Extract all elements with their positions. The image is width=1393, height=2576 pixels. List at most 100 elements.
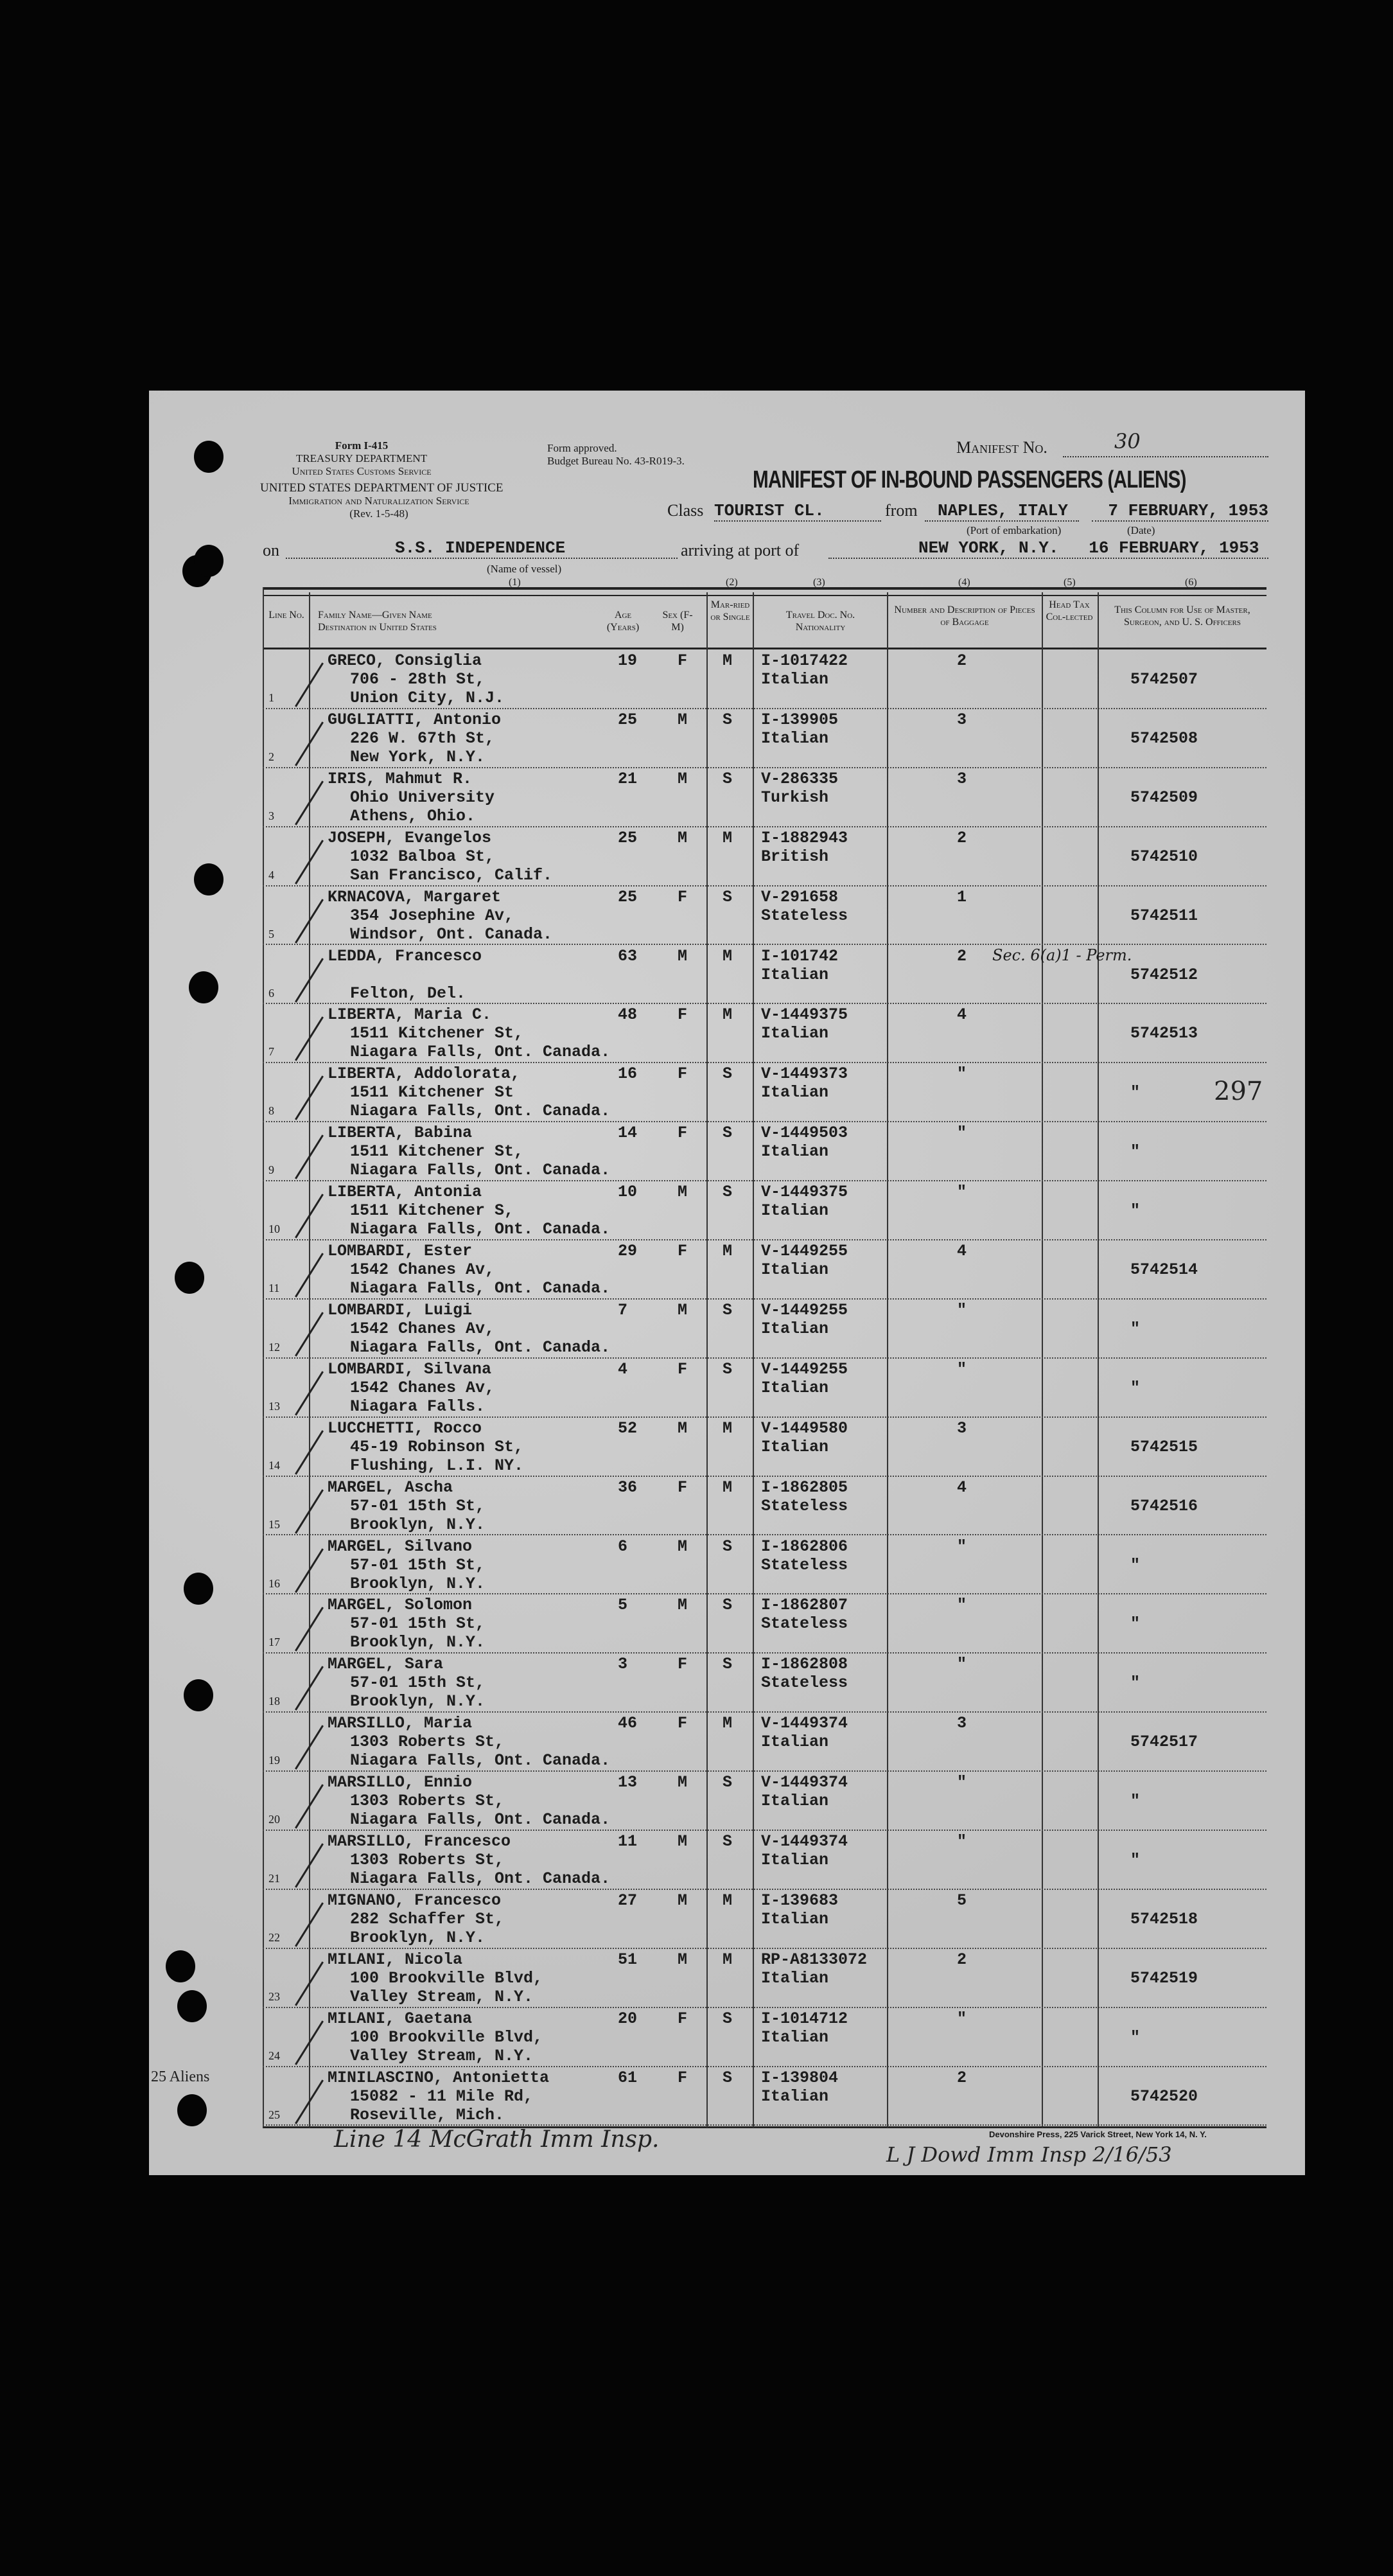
age-cell: 14 [618, 1124, 638, 1143]
baggage-cell: 4 [957, 1005, 967, 1025]
name-cell: IRIS, Mahmut R. [328, 769, 473, 788]
sex-cell: F [678, 1714, 688, 1733]
address-line-1: 1303 Roberts St, [350, 1851, 505, 1869]
class-value: TOURIST CL. [714, 501, 881, 522]
row-divider [263, 1888, 1266, 1890]
marital-cell: S [723, 1773, 733, 1792]
line-number: 23 [268, 1989, 280, 2003]
marital-cell: M [723, 651, 733, 670]
row-divider [263, 1357, 1266, 1359]
nationality-cell: Italian [761, 1733, 829, 1752]
sex-cell: F [678, 1478, 688, 1497]
travel-doc-cell: I-101742 [761, 946, 839, 966]
baggage-cell: 3 [957, 1714, 967, 1733]
address-line-1: 1303 Roberts St, [350, 1733, 505, 1752]
header-travel-doc-label: Travel Doc. No. [785, 610, 855, 621]
travel-doc-cell: V-1449374 [761, 1832, 848, 1851]
line-number: 13 [268, 1399, 280, 1413]
officers-cell: 5742510 [1130, 847, 1198, 866]
address-line-2: Niagara Falls, Ont. Canada. [350, 1337, 611, 1357]
address-line-1: Ohio University [350, 788, 495, 807]
arriving-label: arriving at port of [681, 541, 800, 560]
age-cell: 16 [618, 1064, 638, 1084]
marital-cell: M [723, 1418, 733, 1438]
date-label: (Date) [1127, 524, 1155, 536]
name-cell: MARGEL, Ascha [328, 1478, 453, 1497]
header-age: Age (Years) [606, 610, 640, 633]
row-divider [263, 1770, 1266, 1772]
header-line-no: Line No. [268, 610, 304, 621]
age-cell: 20 [618, 2009, 638, 2028]
baggage-cell: " [957, 1359, 967, 1379]
sex-cell: F [678, 2068, 688, 2087]
marital-cell: S [723, 2068, 733, 2087]
punch-hole [184, 1679, 213, 1711]
address-line-2: Niagara Falls, Ont. Canada. [350, 1869, 611, 1888]
officers-cell: 5742507 [1130, 670, 1198, 689]
row-divider [263, 1239, 1266, 1240]
age-cell: 25 [618, 710, 638, 729]
line-number: 16 [268, 1576, 280, 1590]
row-divider [263, 1593, 1266, 1595]
column-rule [1042, 592, 1043, 2128]
form-revision: (Rev. 1-5-48) [349, 507, 408, 520]
manifest-no-value: 30 [1114, 429, 1141, 454]
sex-cell: M [678, 1891, 688, 1910]
class-label: Class [667, 501, 704, 520]
age-cell: 11 [618, 1832, 638, 1851]
travel-doc-cell: V-286335 [761, 769, 839, 788]
travel-doc-cell: V-1449374 [761, 1714, 848, 1733]
officers-cell: 5742513 [1130, 1024, 1198, 1043]
name-cell: MINILASCINO, Antonietta [328, 2068, 550, 2087]
travel-doc-cell: I-1014712 [761, 2009, 848, 2028]
nationality-cell: Italian [761, 1319, 829, 1338]
nationality-cell: Italian [761, 1142, 829, 1161]
travel-doc-cell: I-1862805 [761, 1478, 848, 1497]
line-number: 19 [268, 1754, 280, 1767]
officers-cell: " [1130, 1792, 1141, 1811]
row-divider [263, 1298, 1266, 1300]
marital-cell: S [723, 710, 733, 729]
header-bottom-rule [263, 648, 1266, 649]
age-cell: 7 [618, 1300, 628, 1319]
address-line-2: Valley Stream, N.Y. [350, 2046, 534, 2065]
marital-cell: S [723, 1183, 733, 1202]
address-line-1: 57-01 15th St, [350, 1614, 486, 1634]
baggage-cell: " [957, 1596, 967, 1615]
nationality-cell: Italian [761, 1201, 829, 1221]
baggage-cell: " [957, 1183, 967, 1202]
nationality-cell: Italian [761, 1792, 829, 1811]
row-divider [263, 707, 1266, 709]
ins-service: Immigration and Naturalization Service [288, 495, 469, 507]
marital-cell: S [723, 1537, 733, 1556]
col-num-2: (2) [726, 577, 738, 588]
header-head-tax: Head Tax Col-lected [1046, 599, 1093, 622]
address-line-1: 57-01 15th St, [350, 1496, 486, 1515]
baggage-cell: " [957, 1300, 967, 1319]
col-num-4: (4) [958, 577, 970, 588]
officers-cell: 5742511 [1130, 906, 1198, 925]
travel-doc-cell: V-291658 [761, 887, 839, 906]
treasury-dept: TREASURY DEPARTMENT [295, 452, 428, 464]
punch-hole [184, 1573, 213, 1605]
address-line-1: 226 W. 67th St, [350, 728, 495, 748]
age-cell: 29 [618, 1242, 638, 1260]
officers-cell: " [1130, 2027, 1141, 2047]
name-cell: JOSEPH, Evangelos [328, 828, 492, 847]
age-cell: 19 [618, 651, 638, 670]
age-cell: 48 [618, 1005, 638, 1025]
address-line-1: 45-19 Robinson St, [350, 1437, 524, 1456]
address-line-1: 354 Josephine Av, [350, 906, 514, 925]
sex-cell: F [678, 887, 688, 906]
baggage-cell: 5 [957, 1891, 967, 1910]
line-number: 2 [268, 750, 274, 763]
nationality-cell: Italian [761, 965, 829, 984]
age-cell: 25 [618, 828, 638, 847]
port-embarkation: NAPLES, ITALY [925, 501, 1079, 522]
age-cell: 51 [618, 1950, 638, 1969]
row-divider [263, 1947, 1266, 1949]
name-cell: LOMBARDI, Ester [328, 1242, 473, 1260]
baggage-cell: 2 [957, 651, 967, 670]
form-agency-block: Form I-415 TREASURY DEPARTMENT United St… [288, 439, 435, 478]
address-line-2: Niagara Falls. [350, 1397, 486, 1416]
